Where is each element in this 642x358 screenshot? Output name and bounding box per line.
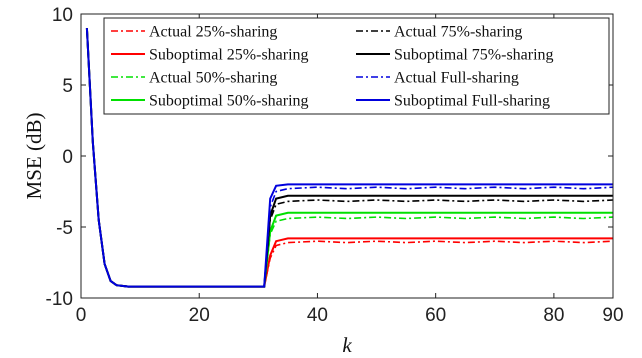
x-tick-label: 0 [76, 305, 87, 326]
legend-label-7: Suboptimal Full-sharing [394, 93, 550, 110]
x-tick-label: 40 [307, 305, 328, 326]
legend: Actual 25%-sharing Actual 75%-sharing Subo… [103, 17, 610, 115]
legend-label-0: Actual 25%-sharing [149, 24, 277, 41]
y-tick-label: 0 [62, 147, 73, 168]
y-axis-label: MSE (dB) [22, 113, 46, 200]
series-line-7 [85, 28, 613, 288]
y-tick-label: -10 [46, 289, 73, 310]
y-tick-label: 5 [62, 76, 73, 97]
legend-label-3: Suboptimal 50%-sharing [149, 93, 309, 110]
legend-label-5: Suboptimal 75%-sharing [394, 47, 554, 64]
plot-area [85, 28, 614, 288]
y-tick-label: 10 [52, 5, 73, 26]
axis-ticks: 0 20 40 60 80 90 -10 -5 0 5 10 [46, 5, 624, 326]
legend-label-6: Actual Full-sharing [394, 70, 519, 87]
x-tick-label: 90 [602, 305, 623, 326]
x-tick-label: 20 [189, 305, 210, 326]
x-tick-label: 80 [543, 305, 564, 326]
legend-label-1: Suboptimal 25%-sharing [149, 47, 309, 64]
legend-box [103, 17, 610, 115]
legend-label-4: Actual 75%-sharing [394, 24, 522, 41]
y-tick-label: -5 [56, 218, 73, 239]
x-tick-label: 60 [425, 305, 446, 326]
x-axis-label: k [342, 333, 352, 357]
legend-label-2: Actual 50%-sharing [149, 70, 277, 87]
